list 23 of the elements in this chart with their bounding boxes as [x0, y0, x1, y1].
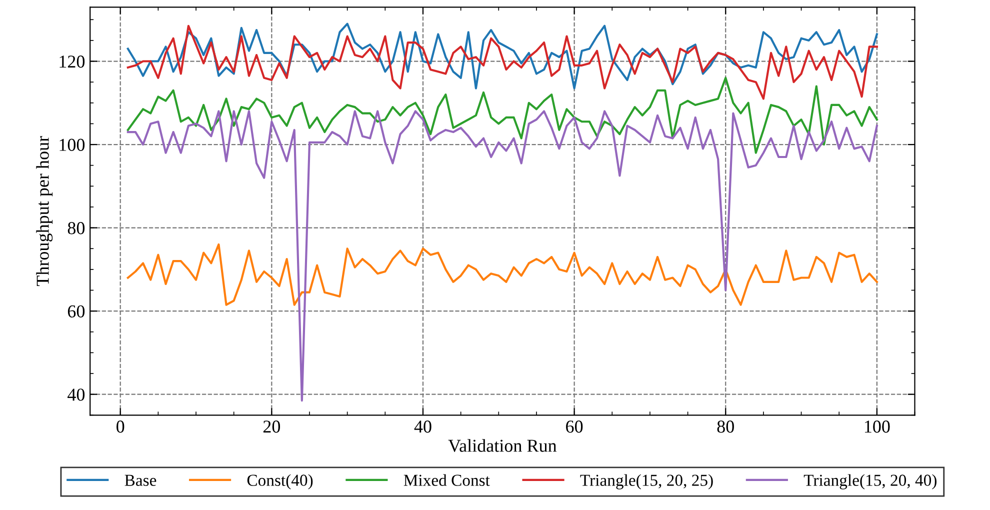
x-tick-label: 100: [864, 420, 890, 433]
line-series: [126, 110, 878, 402]
legend-label: Base: [124, 474, 156, 486]
legend-label: Triangle(15, 20, 40): [804, 474, 936, 490]
legend-label: Const(40): [247, 474, 313, 490]
x-tick-label: 40: [414, 420, 432, 433]
line-series: [126, 22, 878, 90]
legend-label: Triangle(15, 20, 25): [580, 474, 713, 490]
y-tick-label: 120: [60, 56, 85, 68]
legend-label: Mixed Const: [404, 474, 490, 486]
line-series: [126, 76, 878, 154]
y-axis-title: Throughput per hour: [36, 136, 53, 286]
x-tick-label: 20: [263, 420, 280, 433]
line-series: [126, 243, 878, 306]
y-tick-label: 40: [68, 388, 85, 401]
y-tick-label: 60: [68, 305, 85, 318]
x-axis-title: Validation Run: [448, 439, 557, 452]
y-tick-label: 80: [68, 222, 85, 234]
x-tick-label: 60: [566, 420, 583, 433]
line-series: [126, 24, 878, 100]
y-tick-label: 100: [60, 138, 85, 151]
x-tick-label: 0: [116, 420, 124, 433]
x-tick-label: 80: [717, 420, 734, 433]
